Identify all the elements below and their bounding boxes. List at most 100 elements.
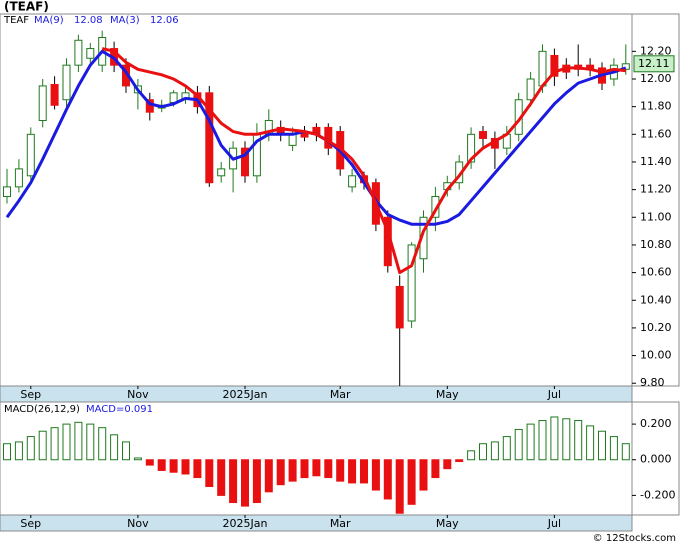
y-tick-label: 9.80 bbox=[640, 376, 665, 389]
date-band bbox=[0, 385, 633, 403]
axis-area bbox=[631, 13, 680, 387]
x-tick-label: Nov bbox=[127, 517, 149, 530]
macd-bar bbox=[264, 459, 273, 493]
x-tick-label: 2025Jan bbox=[223, 517, 268, 530]
macd-bar bbox=[455, 459, 464, 463]
macd-bar bbox=[26, 436, 35, 461]
macd-bar bbox=[431, 459, 440, 479]
macd-bar bbox=[621, 443, 630, 461]
macd-bar bbox=[241, 459, 249, 507]
candle-body bbox=[217, 168, 226, 177]
macd-bar bbox=[169, 459, 178, 473]
candle-body bbox=[205, 92, 214, 184]
macd-bar bbox=[538, 420, 547, 461]
candle-body bbox=[538, 50, 547, 87]
macd-bar bbox=[38, 430, 47, 461]
candle-body bbox=[3, 186, 11, 198]
y-tick-label: 10.40 bbox=[640, 293, 672, 306]
x-tick-label: Sep bbox=[20, 388, 41, 401]
macd-bar bbox=[312, 459, 321, 477]
legend-value: 12.08 bbox=[74, 15, 103, 26]
macd-bar bbox=[586, 425, 595, 461]
macd-bar bbox=[229, 459, 238, 504]
macd-bar bbox=[50, 427, 59, 461]
macd-bar bbox=[419, 459, 428, 491]
macd-bar bbox=[383, 459, 392, 500]
candle-body bbox=[38, 85, 47, 121]
macd-bar bbox=[526, 423, 535, 461]
footer: © 12Stocks.com bbox=[593, 533, 676, 544]
axis-area bbox=[631, 401, 680, 516]
y-tick-label: 11.40 bbox=[640, 155, 672, 168]
candle-body bbox=[26, 133, 35, 177]
x-tick-label: Nov bbox=[127, 388, 149, 401]
y-tick-label: 10.00 bbox=[640, 349, 672, 362]
macd-bar bbox=[336, 459, 345, 482]
macd-bar bbox=[395, 459, 404, 514]
candle-body bbox=[526, 78, 535, 101]
y-tick-label: 12.00 bbox=[640, 72, 672, 85]
macd-bar bbox=[62, 423, 71, 461]
macd-bar bbox=[86, 423, 95, 461]
macd-bar bbox=[598, 430, 606, 461]
macd-bar bbox=[217, 459, 226, 496]
last-price: 12.11 bbox=[638, 57, 670, 70]
candle-body bbox=[407, 244, 416, 322]
macd-bar bbox=[609, 436, 618, 461]
macd-bar bbox=[562, 418, 571, 461]
macd-bar bbox=[98, 427, 107, 461]
y-tick-label: 10.20 bbox=[640, 321, 672, 334]
y-tick-label: 11.80 bbox=[640, 100, 672, 113]
macd-bar bbox=[479, 443, 487, 461]
legend-value: 12.06 bbox=[150, 15, 179, 26]
macd-bar bbox=[360, 459, 368, 484]
x-tick-label: May bbox=[436, 517, 459, 530]
macd-bar bbox=[193, 459, 202, 479]
ma-line bbox=[101, 47, 626, 275]
macd-bar bbox=[574, 420, 583, 461]
x-tick-label: Sep bbox=[20, 517, 41, 530]
macd-title: MACD(26,12,9) bbox=[4, 404, 80, 415]
y-tick-label: 10.80 bbox=[640, 238, 672, 251]
y-tick-label: 0.000 bbox=[640, 453, 672, 466]
candle-body bbox=[395, 285, 404, 329]
macd-bar bbox=[490, 441, 499, 461]
y-tick-label: 11.20 bbox=[640, 183, 672, 196]
candle-body bbox=[169, 92, 178, 104]
x-tick-label: Mar bbox=[330, 388, 351, 401]
macd-bar bbox=[348, 459, 357, 484]
x-tick-label: May bbox=[436, 388, 459, 401]
candle-body bbox=[550, 54, 559, 77]
macd-bar bbox=[514, 428, 523, 461]
macd-bar bbox=[3, 443, 11, 461]
x-tick-label: 2025Jan bbox=[223, 388, 268, 401]
macd-bar bbox=[181, 459, 190, 475]
legend-name: MA(9) bbox=[34, 15, 64, 26]
candle-body bbox=[288, 133, 297, 146]
macd-bar bbox=[74, 421, 83, 461]
macd-bar bbox=[300, 459, 309, 479]
y-tick-label: 12.20 bbox=[640, 44, 672, 57]
y-tick-label: 11.00 bbox=[640, 210, 672, 223]
macd-bar bbox=[467, 450, 476, 461]
plot-area bbox=[0, 401, 633, 516]
x-tick-label: Jul bbox=[547, 388, 561, 401]
macd-bar bbox=[288, 459, 297, 482]
candle-body bbox=[14, 168, 23, 188]
last-price-box bbox=[633, 55, 675, 73]
candle-body bbox=[50, 84, 59, 106]
chart-title: (TEAF) bbox=[4, 0, 49, 14]
y-tick-label: 11.60 bbox=[640, 127, 672, 140]
macd-bar bbox=[502, 436, 511, 461]
candle-body bbox=[479, 131, 487, 139]
macd-bar bbox=[110, 434, 119, 461]
candle-body bbox=[241, 147, 249, 177]
macd-legend: MACD=0.091 bbox=[86, 404, 153, 415]
candle-body bbox=[62, 64, 71, 101]
candle-body bbox=[86, 48, 95, 59]
x-tick-label: Jul bbox=[547, 517, 561, 530]
macd-bar bbox=[133, 457, 142, 461]
x-tick-label: Mar bbox=[330, 517, 351, 530]
macd-bar bbox=[157, 459, 166, 471]
